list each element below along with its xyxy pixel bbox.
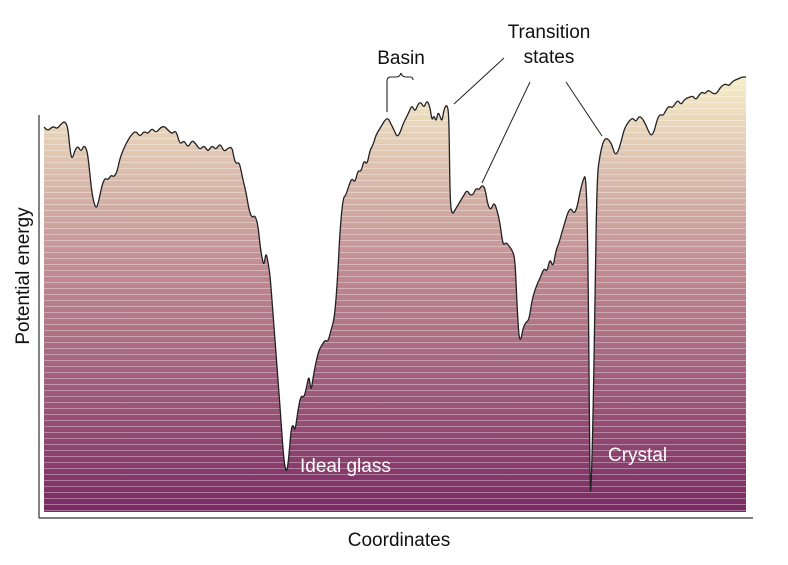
pointer-line-1 [453, 57, 505, 105]
landscape-stripes [44, 77, 746, 512]
pointer-line-3 [565, 81, 603, 137]
transition-states-label-line2: states [524, 47, 575, 68]
transition-states-label-line1: Transition [508, 22, 591, 43]
basin-label: Basin [377, 48, 425, 69]
x-axis-label: Coordinates [348, 530, 450, 551]
crystal-label: Crystal [608, 445, 667, 466]
pointer-line-2 [481, 81, 531, 184]
basin-bracket [386, 72, 414, 112]
ideal-glass-label: Ideal glass [300, 456, 391, 477]
y-axis-label: Potential energy [13, 207, 34, 345]
energy-curve [43, 76, 746, 492]
